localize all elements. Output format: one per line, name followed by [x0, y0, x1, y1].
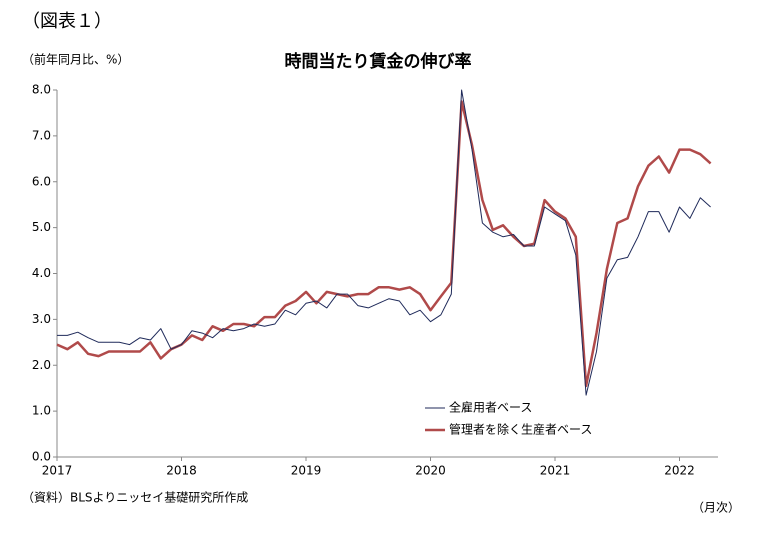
- y-tick-label: 1.0: [32, 404, 51, 418]
- series-line: [56, 100, 712, 388]
- x-tick-label: 2022: [664, 464, 695, 478]
- legend-label: 全雇用者ベース: [449, 400, 532, 415]
- y-tick-label: 5.0: [32, 220, 51, 234]
- x-axis-label: （月次）: [692, 501, 740, 515]
- y-tick-label: 2.0: [32, 358, 51, 372]
- source: （資料）BLSよりニッセイ基礎研究所作成: [22, 490, 248, 505]
- y-tick-label: 7.0: [32, 128, 51, 142]
- y-tick-label: 0.0: [32, 450, 51, 464]
- y-tick-label: 8.0: [32, 83, 51, 97]
- y-axis-label: （前年同月比、%）: [22, 52, 129, 67]
- x-tick-label: 2021: [540, 464, 571, 478]
- legend-label: 管理者を除く生産者ベース: [449, 422, 592, 437]
- y-tick-label: 4.0: [32, 266, 51, 280]
- series-line: [57, 89, 711, 396]
- x-tick-label: 2017: [42, 464, 73, 478]
- chart-title: 時間当たり賃金の伸び率: [285, 51, 472, 72]
- x-tick-label: 2020: [415, 464, 446, 478]
- y-tick-label: 6.0: [32, 174, 51, 188]
- figure-label: （図表１）: [22, 11, 112, 32]
- x-tick-label: 2019: [291, 464, 322, 478]
- y-tick-label: 3.0: [32, 312, 51, 326]
- x-tick-label: 2018: [166, 464, 197, 478]
